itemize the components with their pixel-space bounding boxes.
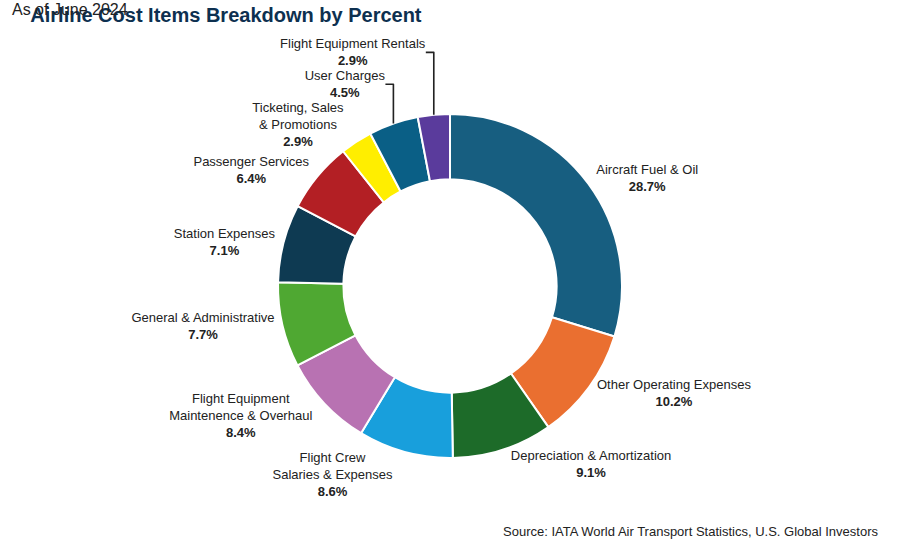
- svg-text:Flight Equipment Rentals2.9%: Flight Equipment Rentals2.9%: [280, 36, 426, 68]
- svg-text:Ticketing, Sales& Promotions2.: Ticketing, Sales& Promotions2.9%: [252, 100, 344, 149]
- svg-text:Airline Cost Items Breakdown b: Airline Cost Items Breakdown by Percent: [30, 4, 422, 26]
- svg-text:General & Administrative7.7%: General & Administrative7.7%: [131, 310, 274, 342]
- svg-text:Source: IATA World Air Transpo: Source: IATA World Air Transport Statist…: [503, 524, 878, 539]
- svg-text:Flight EquipmentMaintenence &: Flight EquipmentMaintenence & Overhaul8.…: [169, 391, 312, 440]
- svg-text:Aircraft Fuel & Oil28.7%: Aircraft Fuel & Oil28.7%: [596, 162, 698, 194]
- svg-text:As of June 2024: As of June 2024: [12, 1, 128, 18]
- svg-text:Station Expenses7.1%: Station Expenses7.1%: [174, 226, 276, 258]
- svg-text:Other Operating Expenses10.2%: Other Operating Expenses10.2%: [597, 377, 751, 409]
- svg-text:Flight CrewSalaries & Expenses: Flight CrewSalaries & Expenses8.6%: [273, 450, 393, 499]
- svg-text:Depreciation & Amortization9.1: Depreciation & Amortization9.1%: [511, 448, 671, 480]
- svg-text:Passenger Services6.4%: Passenger Services6.4%: [193, 154, 309, 186]
- svg-text:User Charges4.5%: User Charges4.5%: [305, 68, 386, 100]
